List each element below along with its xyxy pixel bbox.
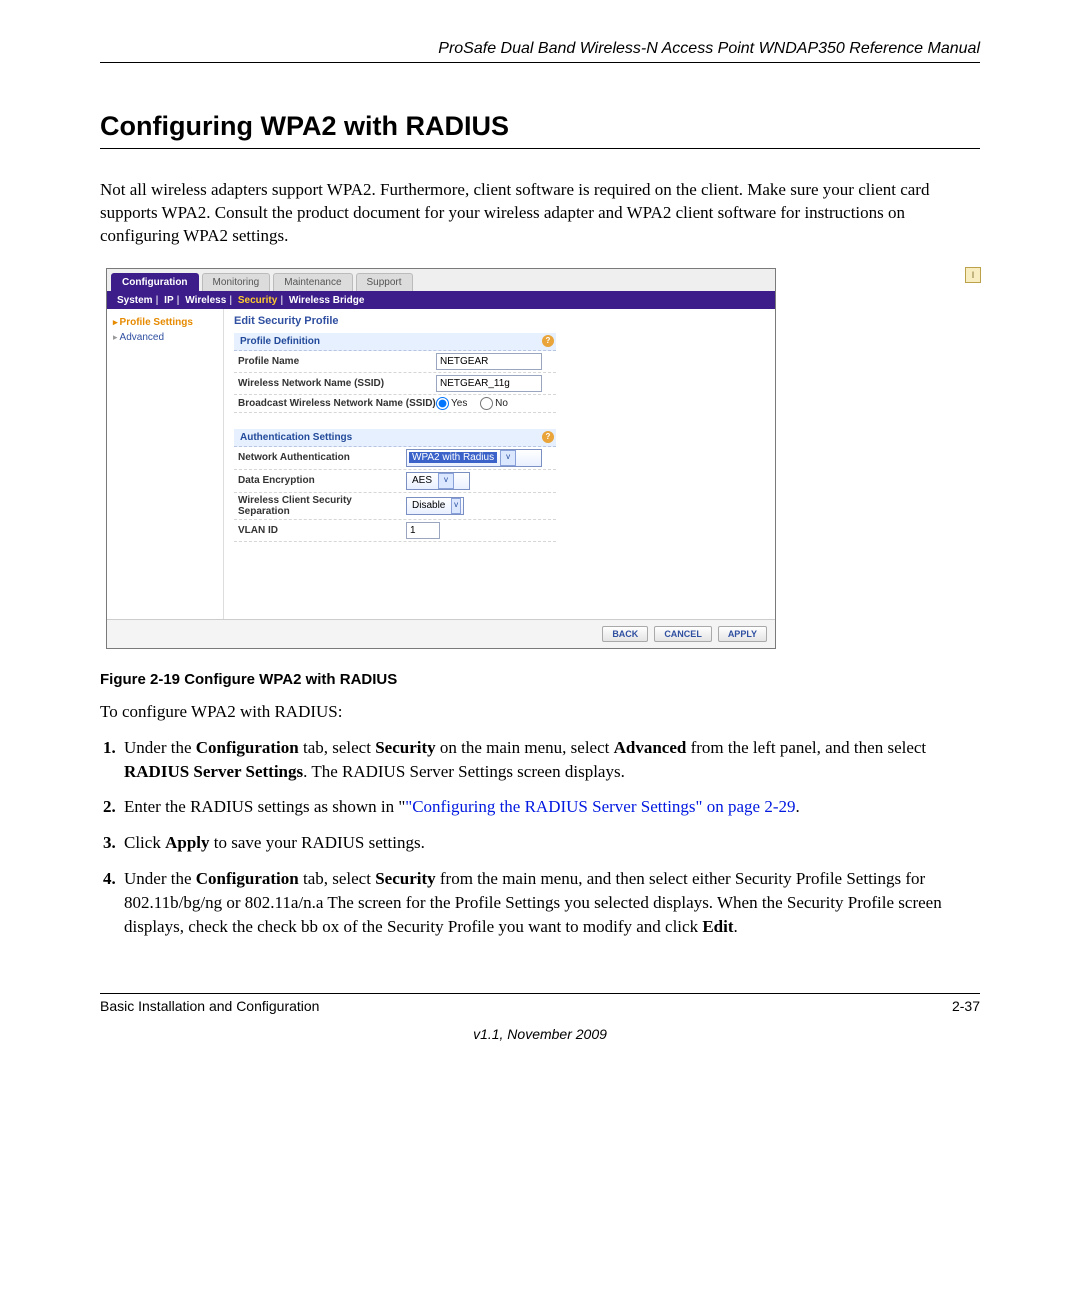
tab-monitoring[interactable]: Monitoring <box>202 273 271 291</box>
ssid-input[interactable] <box>436 375 542 392</box>
back-button[interactable]: BACK <box>602 626 648 642</box>
logout-icon[interactable]: I <box>965 267 981 283</box>
broadcast-no-radio[interactable] <box>480 397 493 410</box>
figure-caption: Figure 2-19 Configure WPA2 with RADIUS <box>100 671 980 688</box>
help-icon[interactable]: ? <box>542 431 554 443</box>
page-number: 2-37 <box>952 998 980 1014</box>
auth-label: Network Authentication <box>238 452 406 463</box>
tab-support[interactable]: Support <box>356 273 413 291</box>
step-1: Under the Configuration tab, select Secu… <box>120 736 980 784</box>
subnav-ip[interactable]: IP <box>164 295 173 306</box>
broadcast-yes-radio[interactable] <box>436 397 449 410</box>
subnav-wireless[interactable]: Wireless <box>185 295 226 306</box>
enc-select[interactable]: AES v <box>406 472 470 490</box>
tab-configuration[interactable]: Configuration <box>111 273 199 291</box>
footer: Basic Installation and Configuration 2-3… <box>100 993 980 1042</box>
vlan-input[interactable] <box>406 522 440 539</box>
group-title-text: Authentication Settings <box>240 432 352 443</box>
vlan-label: VLAN ID <box>238 525 406 536</box>
profile-name-label: Profile Name <box>238 356 436 367</box>
apply-button[interactable]: APPLY <box>718 626 767 642</box>
post-figure-line: To configure WPA2 with RADIUS: <box>100 702 980 722</box>
cancel-button[interactable]: CANCEL <box>654 626 712 642</box>
subnav-security[interactable]: Security <box>238 295 277 306</box>
step-3: Click Apply to save your RADIUS settings… <box>120 831 980 855</box>
sep-select-value: Disable <box>409 500 448 511</box>
help-icon[interactable]: ? <box>542 335 554 347</box>
auth-select-value: WPA2 with Radius <box>409 452 497 463</box>
doc-header: ProSafe Dual Band Wireless-N Access Poin… <box>100 40 980 63</box>
chevron-down-icon: v <box>451 498 461 514</box>
left-nav: ▸Profile Settings ▸Advanced <box>107 309 224 619</box>
enc-label: Data Encryption <box>238 475 406 486</box>
step-2: Enter the RADIUS settings as shown in ""… <box>120 795 980 819</box>
sep-label: Wireless Client Security Separation <box>238 495 406 517</box>
step-4: Under the Configuration tab, select Secu… <box>120 867 980 938</box>
ssid-label: Wireless Network Name (SSID) <box>238 378 436 389</box>
button-bar: BACK CANCEL APPLY <box>107 619 775 648</box>
chevron-down-icon: v <box>438 473 454 489</box>
group-header: Profile Definition ? <box>234 333 556 351</box>
group-authentication-settings: Authentication Settings ? Network Authen… <box>234 429 556 542</box>
broadcast-label: Broadcast Wireless Network Name (SSID) <box>238 398 436 409</box>
manual-title: ProSafe Dual Band Wireless-N Access Poin… <box>438 40 980 57</box>
group-header: Authentication Settings ? <box>234 429 556 447</box>
group-profile-definition: Profile Definition ? Profile Name Wirele… <box>234 333 556 413</box>
cross-reference-link[interactable]: "Configuring the RADIUS Server Settings"… <box>405 797 795 816</box>
sep-select[interactable]: Disable v <box>406 497 464 515</box>
top-tab-row: Configuration Monitoring Maintenance Sup… <box>107 269 775 292</box>
figure-screenshot: I Configuration Monitoring Maintenance S… <box>100 268 980 649</box>
leftnav-label: Advanced <box>120 332 164 343</box>
leftnav-label: Profile Settings <box>120 317 193 328</box>
footer-version: v1.1, November 2009 <box>100 1026 980 1042</box>
steps-list: Under the Configuration tab, select Secu… <box>120 736 980 939</box>
broadcast-yes-label: Yes <box>451 398 467 409</box>
chevron-down-icon: v <box>500 450 516 466</box>
subnav-system[interactable]: System <box>117 295 153 306</box>
footer-left: Basic Installation and Configuration <box>100 998 319 1014</box>
enc-select-value: AES <box>409 475 435 486</box>
tab-maintenance[interactable]: Maintenance <box>273 273 352 291</box>
leftnav-advanced[interactable]: ▸Advanced <box>113 332 217 343</box>
subnav-wireless-bridge[interactable]: Wireless Bridge <box>289 295 365 306</box>
sub-nav: System| IP| Wireless| Security| Wireless… <box>107 292 775 309</box>
group-title-text: Profile Definition <box>240 336 320 347</box>
broadcast-no-label: No <box>495 398 508 409</box>
section-heading: Configuring WPA2 with RADIUS <box>100 111 980 149</box>
intro-paragraph: Not all wireless adapters support WPA2. … <box>100 179 980 248</box>
panel-title: Edit Security Profile <box>234 315 765 327</box>
auth-select[interactable]: WPA2 with Radius v <box>406 449 542 467</box>
leftnav-profile-settings[interactable]: ▸Profile Settings <box>113 317 217 328</box>
profile-name-input[interactable] <box>436 353 542 370</box>
